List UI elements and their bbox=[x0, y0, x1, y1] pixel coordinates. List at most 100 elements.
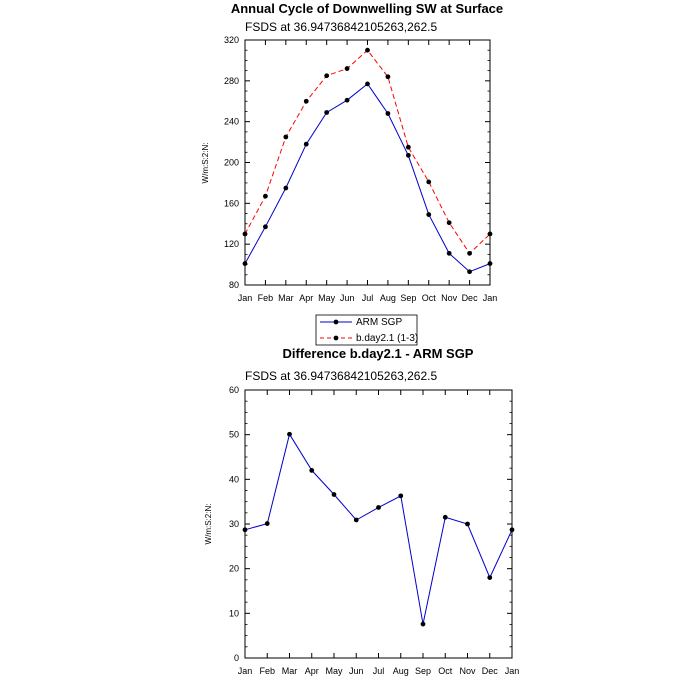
legend-arm-sgp-marker bbox=[333, 319, 339, 325]
legend-arm-sgp-label: ARM SGP bbox=[356, 317, 402, 328]
chart-2-subtitle: FSDS at 36.94736842105263,262.5 bbox=[245, 369, 437, 383]
chart-1-x-tick-label: May bbox=[318, 293, 336, 303]
chart-2-x-tick-label: Jul bbox=[373, 666, 385, 676]
chart-1-series-0-point bbox=[365, 81, 370, 87]
chart-2-series-0-point bbox=[242, 527, 248, 533]
chart-1-series-1-point bbox=[467, 250, 472, 256]
chart-2-plot-frame bbox=[244, 389, 513, 659]
chart-1-x-tick-label: Dec bbox=[462, 293, 479, 303]
chart-2-x-tick-label: Jan bbox=[238, 666, 253, 676]
chart-1-x-tick-label: Jan bbox=[483, 293, 498, 303]
chart-1-series-1-point bbox=[263, 193, 268, 199]
chart-2-series-0-point bbox=[353, 517, 359, 523]
chart-1-series-0-point bbox=[467, 269, 472, 275]
chart-2-x-tick-label: Mar bbox=[282, 666, 298, 676]
chart-2-series-0-point bbox=[331, 492, 337, 497]
chart-1-series bbox=[242, 47, 493, 275]
chart-1-series-0-line bbox=[244, 83, 491, 273]
chart-1-series-1-point bbox=[324, 73, 330, 79]
chart-1-series-1-point bbox=[242, 231, 248, 237]
chart-2-y-tick-label: 20 bbox=[229, 564, 239, 574]
chart-1-y-tick-label: 200 bbox=[224, 158, 239, 168]
chart-2-series-0-point bbox=[264, 521, 270, 526]
chart-1-series-1-point bbox=[283, 134, 289, 140]
chart-1-series-1-point bbox=[487, 231, 493, 237]
chart-2-series-0-point bbox=[442, 514, 448, 520]
chart-2-x-tick-label: Jun bbox=[349, 666, 364, 676]
chart-2-x-tick-label: May bbox=[325, 666, 343, 676]
chart-1-series-0-point bbox=[446, 250, 452, 256]
chart-1-plot-frame bbox=[244, 39, 491, 286]
chart-1-x-tick-label: Sep bbox=[400, 293, 416, 303]
chart-2-title: Difference b.day2.1 - ARM SGP bbox=[283, 346, 474, 361]
chart-2-x-tick-label: Oct bbox=[438, 666, 453, 676]
chart-2-series bbox=[242, 431, 515, 627]
chart-1-y-tick-label: 80 bbox=[229, 280, 239, 290]
chart-1-x-tick-label: Jan bbox=[238, 293, 253, 303]
chart-2-series-0-point bbox=[465, 521, 470, 527]
chart-2-series-0-point bbox=[287, 431, 292, 437]
chart-1-series-0-point bbox=[324, 110, 330, 115]
chart-1-x-tick-label: Jun bbox=[340, 293, 355, 303]
chart-1-subtitle: FSDS at 36.94736842105263,262.5 bbox=[245, 20, 437, 34]
chart-1-x-tick-label: Oct bbox=[422, 293, 437, 303]
chart-1-y-tick-label: 240 bbox=[224, 117, 239, 127]
chart-1-series-0-point bbox=[385, 111, 391, 116]
chart-2-x-tick-label: Jan bbox=[505, 666, 520, 676]
chart-1-series-0-point bbox=[283, 185, 289, 191]
chart-1-series-0-point bbox=[303, 141, 309, 147]
chart-1-x-tick-label: Jul bbox=[362, 293, 374, 303]
legend-box bbox=[315, 314, 418, 346]
chart-2-x-tick-label: Apr bbox=[305, 666, 319, 676]
chart-1-x-tick-label: Nov bbox=[441, 293, 458, 303]
chart-1: Annual Cycle of Downwelling SW at Surfac… bbox=[201, 1, 503, 303]
chart-2-y-tick-label: 50 bbox=[229, 430, 239, 440]
legend-bday-label: b.day2.1 (1-3) bbox=[356, 333, 418, 344]
chart-1-y-axis-label: W/m:S:2:N: bbox=[201, 143, 210, 184]
chart-1-series-1-point bbox=[405, 144, 411, 150]
chart-2-x-tick-label: Dec bbox=[482, 666, 499, 676]
chart-2-y-tick-label: 0 bbox=[234, 653, 239, 663]
chart-1-x-tick-label: Aug bbox=[380, 293, 396, 303]
chart-2-ticks: 0 10 20 30 40 50 60 Jan Feb Mar Apr May Jun Jul Aug Sep… bbox=[229, 385, 519, 676]
chart-2-y-tick-label: 10 bbox=[229, 608, 239, 618]
chart-1-series-1-point bbox=[426, 179, 432, 185]
chart-2: Difference b.day2.1 - ARM SGP FSDS at 36… bbox=[204, 346, 519, 676]
chart-1-series-0-point bbox=[242, 261, 248, 266]
chart-1-series-0-point bbox=[344, 97, 350, 103]
chart-1-series-0-point bbox=[487, 261, 493, 266]
chart-2-series-0-point bbox=[487, 575, 493, 580]
chart-1-x-tick-label: Apr bbox=[299, 293, 313, 303]
chart-2-x-tick-label: Feb bbox=[259, 666, 275, 676]
chart-2-series-0-line bbox=[244, 432, 513, 625]
chart-1-ticks: 80 120 160 200 240 280 320 Jan Feb Mar Apr May Jun Ju… bbox=[224, 35, 497, 303]
chart-2-series-0-point bbox=[376, 505, 381, 510]
chart-1-y-tick-label: 280 bbox=[224, 76, 239, 86]
chart-2-x-tick-label: Aug bbox=[393, 666, 409, 676]
chart-1-series-1-point bbox=[385, 74, 391, 80]
chart-1-x-tick-label: Feb bbox=[258, 293, 274, 303]
chart-1-series-1-line bbox=[244, 49, 491, 255]
legend-bday-marker bbox=[333, 335, 339, 341]
chart-1-series-1-point bbox=[446, 220, 452, 226]
chart-2-y-tick-label: 40 bbox=[229, 474, 239, 484]
chart-2-series-0-point bbox=[420, 621, 426, 627]
chart-1-series-1-point bbox=[344, 66, 350, 71]
chart-2-series-0-point bbox=[509, 527, 515, 533]
chart-1-y-tick-label: 120 bbox=[224, 239, 239, 249]
chart-1-y-tick-label: 160 bbox=[224, 198, 239, 208]
chart-2-series-0-point bbox=[309, 468, 315, 473]
chart-2-x-tick-label: Sep bbox=[415, 666, 431, 676]
chart-2-y-axis-label: W/m:S:2:N: bbox=[204, 504, 213, 545]
chart-2-y-tick-label: 30 bbox=[229, 519, 239, 529]
chart-1-series-1-point bbox=[303, 98, 309, 104]
chart-1-y-tick-label: 320 bbox=[224, 35, 239, 45]
chart-1-series-0-point bbox=[426, 212, 432, 217]
chart-2-x-tick-label: Nov bbox=[459, 666, 476, 676]
chart-1-title: Annual Cycle of Downwelling SW at Surfac… bbox=[231, 1, 503, 16]
chart-1-series-0-point bbox=[263, 224, 268, 230]
chart-1-series-1-point bbox=[365, 47, 370, 53]
chart-1-series-0-point bbox=[405, 152, 411, 158]
chart-1-legend: ARM SGP b.day2.1 (1-3) bbox=[315, 314, 418, 346]
